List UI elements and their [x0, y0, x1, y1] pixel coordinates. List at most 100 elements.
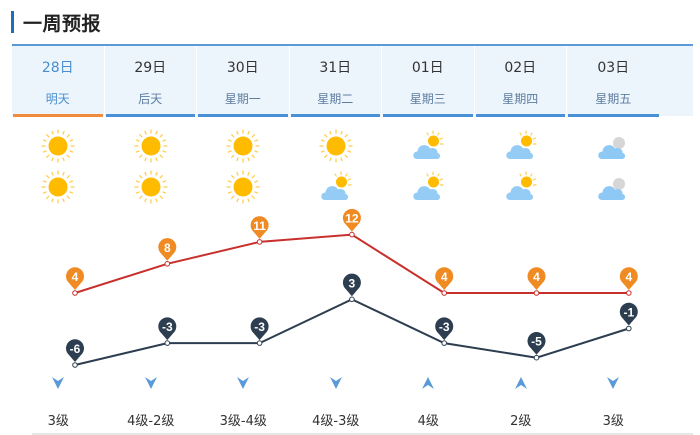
- wind-direction-up-icon: [382, 376, 475, 392]
- wind-cell: 4级-3级: [290, 376, 383, 429]
- temp-value-label: 4: [441, 270, 448, 284]
- page-title: 一周预报: [23, 12, 102, 35]
- cloudy-icon: [567, 128, 660, 164]
- wind-level: 4级: [417, 414, 439, 429]
- day-underline: [13, 114, 103, 117]
- high-temp-pin: 11: [250, 216, 269, 245]
- wind-cell: 2级: [475, 376, 568, 429]
- day-tab-2[interactable]: 30日 星期一: [197, 46, 290, 117]
- day-name: 星期五: [595, 92, 632, 106]
- low-temp-line: [74, 298, 630, 366]
- low-temp-pin: -6: [66, 339, 85, 368]
- sunny-icon: [105, 128, 198, 164]
- sunny-icon: [197, 169, 290, 205]
- day-underline: [383, 114, 473, 117]
- day-underline: [568, 114, 659, 117]
- high-temp-pin: 12: [342, 208, 361, 238]
- wind-direction-down-icon: [197, 376, 290, 392]
- temp-value-label: 3: [349, 276, 356, 290]
- wind-cell: 3级: [567, 376, 660, 429]
- partly-cloudy-icon: [382, 128, 475, 164]
- day-tab-1[interactable]: 29日 后天: [105, 46, 197, 117]
- wind-level: 4级-2级: [127, 414, 175, 429]
- wind-direction-down-icon: [290, 376, 383, 392]
- wind-direction-down-icon: [12, 376, 105, 392]
- day-tab-6[interactable]: 03日 星期五: [567, 46, 660, 117]
- temp-value-label: -1: [623, 306, 634, 320]
- day-date: 28日: [41, 60, 74, 76]
- high-temp-pin: 4: [527, 267, 546, 296]
- high-temp-pin: 8: [158, 238, 177, 267]
- low-temp-pin: -5: [527, 331, 546, 361]
- day-date: 01日: [411, 60, 444, 76]
- day-tab-4[interactable]: 01日 星期三: [382, 46, 475, 117]
- day-date: 03日: [597, 60, 630, 76]
- low-temp-pin: -3: [435, 317, 454, 346]
- wind-cell: 4级-2级: [105, 376, 198, 429]
- wind-direction-down-icon: [105, 376, 198, 392]
- low-temp-pin: -3: [250, 317, 269, 346]
- day-underline: [475, 114, 565, 117]
- day-name: 星期三: [409, 92, 446, 106]
- temperature-chart: 4 8 11 12 4 4 4 -6 -3 -3 3 -3 -5 -1: [66, 208, 638, 368]
- wind-level: 3级: [602, 414, 624, 429]
- night-weather-icons: [12, 169, 693, 205]
- wind-level: 3级-4级: [219, 414, 267, 429]
- title-accent-bar: [11, 11, 14, 33]
- day-name: 后天: [138, 92, 163, 106]
- wind-level: 2级: [510, 414, 532, 429]
- partly-cloudy-icon: [290, 169, 383, 205]
- high-temp-pin: 4: [66, 267, 84, 296]
- temp-value-label: 4: [533, 270, 540, 284]
- day-tab-3[interactable]: 31日 星期二: [290, 46, 382, 117]
- temp-value-label: 8: [164, 241, 171, 255]
- day-underline: [290, 114, 380, 117]
- day-name: 星期一: [224, 92, 261, 106]
- wind-cell: 3级-4级: [197, 376, 290, 429]
- low-temp-pin: -3: [158, 317, 177, 346]
- temp-value-label: 4: [72, 270, 79, 284]
- day-date: 29日: [134, 60, 167, 76]
- day-tab-0[interactable]: 28日 明天: [12, 46, 105, 117]
- wind-level: 3级: [47, 414, 69, 429]
- sunny-icon: [197, 128, 290, 164]
- day-date: 31日: [319, 60, 352, 76]
- day-underline: [198, 114, 288, 117]
- temp-value-label: -3: [162, 320, 173, 334]
- day-weather-icons: [12, 128, 693, 164]
- sunny-icon: [12, 128, 105, 164]
- temp-value-label: -3: [439, 320, 450, 334]
- bottom-divider: [32, 433, 693, 435]
- wind-level: 4级-3级: [312, 414, 360, 429]
- high-temp-pin: 4: [619, 267, 638, 296]
- day-name: 星期二: [317, 92, 354, 106]
- weekly-forecast: 28日 明天 29日 后天 30日 星期一 31日 星期二 01日 星期三 02…: [12, 44, 693, 435]
- high-temp-pin: 4: [435, 267, 454, 296]
- sunny-icon: [290, 128, 383, 164]
- temp-value-label: 4: [625, 270, 632, 284]
- wind-direction-down-icon: [567, 376, 660, 392]
- day-underline: [105, 114, 195, 117]
- partly-cloudy-icon: [382, 169, 475, 205]
- day-name: 星期四: [502, 92, 539, 106]
- day-tabs: 28日 明天 29日 后天 30日 星期一 31日 星期二 01日 星期三 02…: [12, 44, 693, 117]
- temp-value-label: 11: [253, 219, 266, 233]
- temp-value-label: -3: [254, 320, 265, 334]
- low-temp-pin: 3: [342, 273, 361, 303]
- wind-cell: 4级: [382, 376, 475, 429]
- day-date: 30日: [226, 60, 259, 76]
- sunny-icon: [12, 169, 105, 205]
- cloudy-icon: [567, 169, 660, 205]
- partly-cloudy-icon: [475, 128, 568, 164]
- temp-value-label: -6: [70, 342, 81, 356]
- wind-direction-up-icon: [475, 376, 568, 392]
- day-tab-5[interactable]: 02日 星期四: [475, 46, 567, 117]
- temp-value-label: -5: [531, 335, 542, 349]
- wind-row: 3级 4级-2级 3级-4级 4级-3级 4级 2级 3级: [12, 376, 693, 429]
- wind-cell: 3级: [12, 376, 105, 429]
- partly-cloudy-icon: [475, 169, 568, 205]
- sunny-icon: [105, 169, 198, 205]
- temp-value-label: 12: [345, 212, 359, 226]
- day-date: 02日: [504, 60, 537, 76]
- low-temp-pin: -1: [619, 302, 638, 332]
